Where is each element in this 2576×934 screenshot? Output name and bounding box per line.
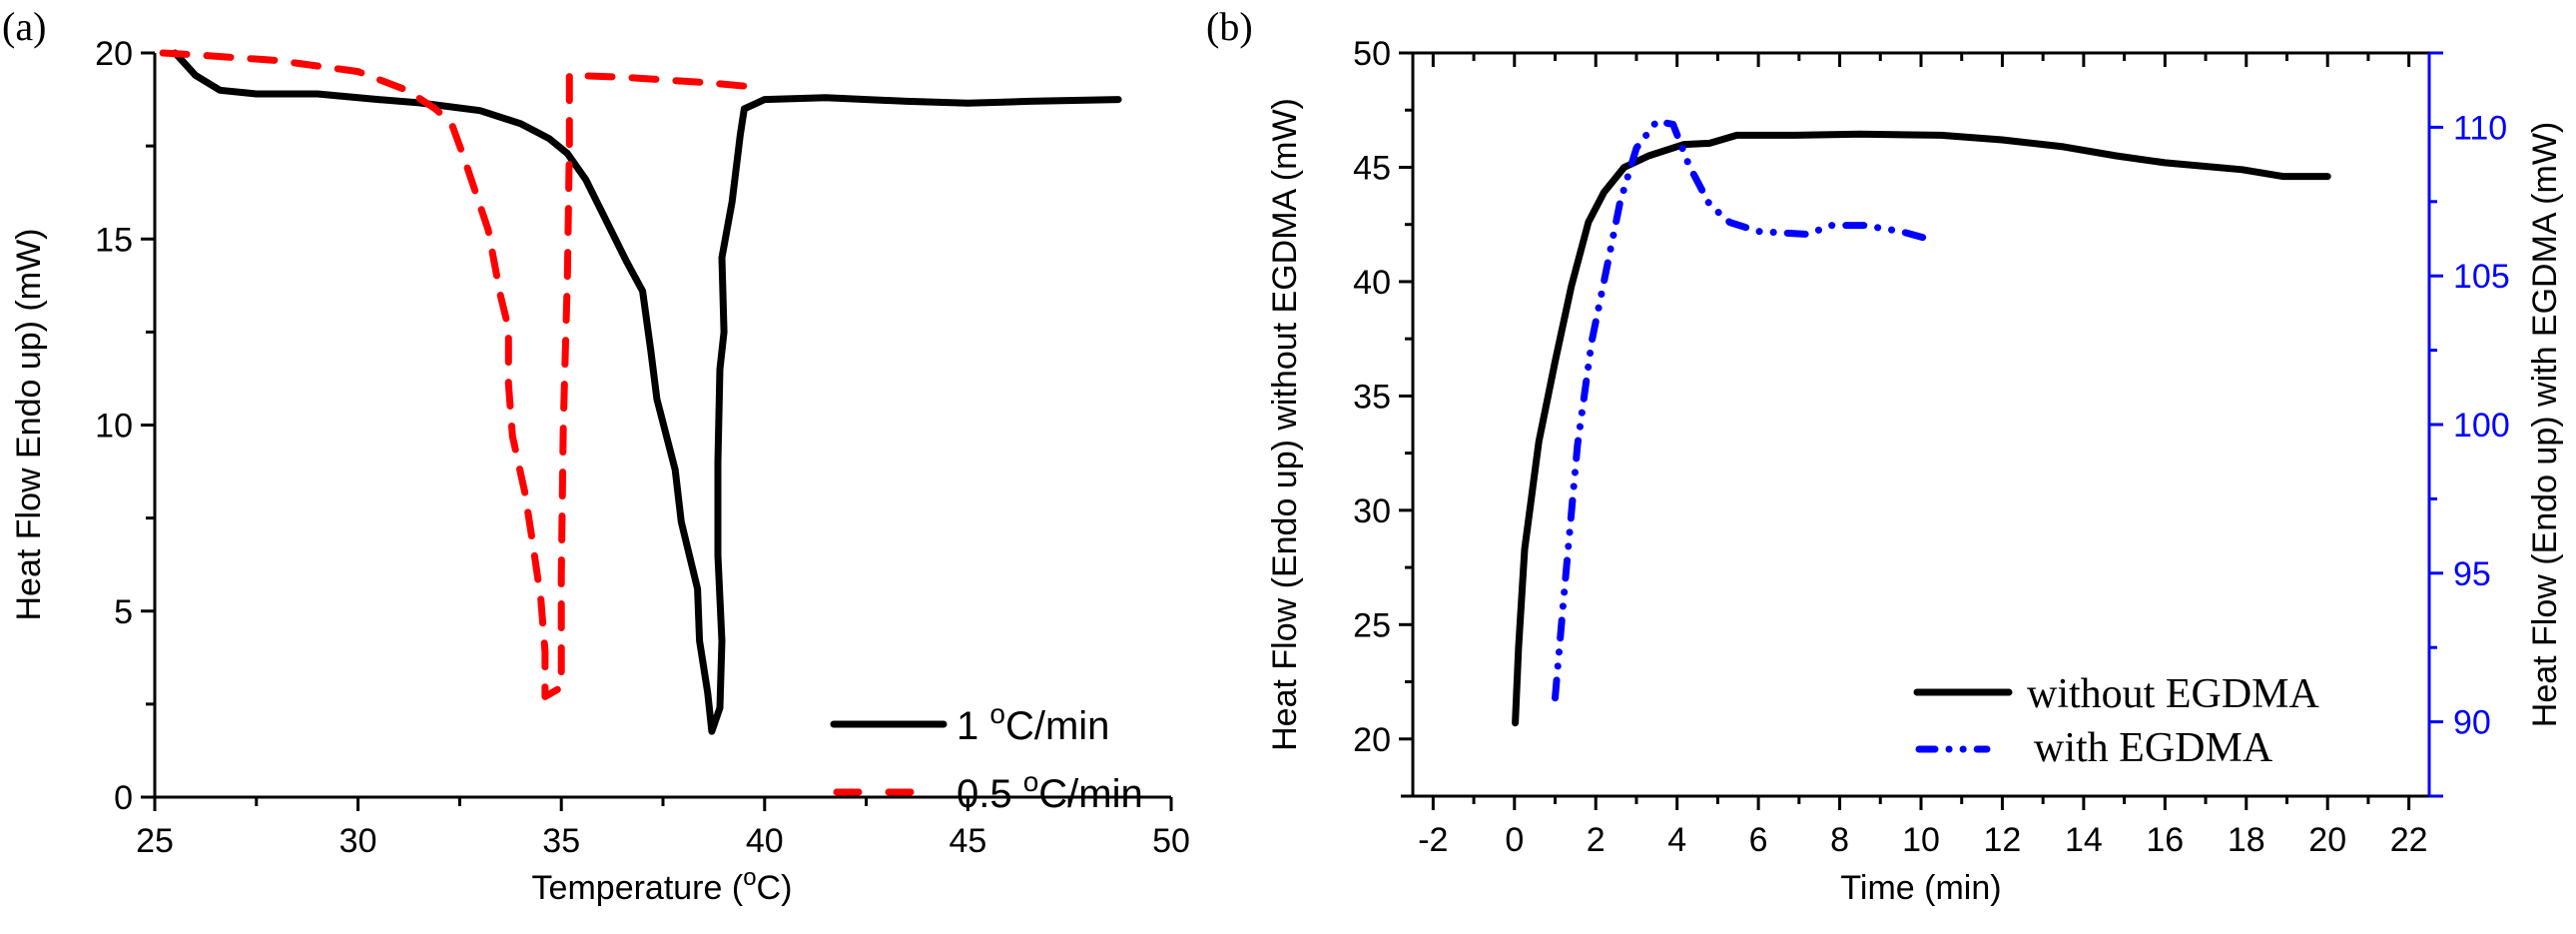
panel-b-left-y-tick-label: 35 [1353, 378, 1391, 416]
panel-a-x-tick-label: 35 [542, 822, 580, 860]
panel-b-series-without-egdma [1512, 130, 2331, 727]
panel-b-x-tick-label: 20 [2308, 821, 2346, 859]
panel-a-y-tick-label: 5 [114, 593, 133, 631]
panel-b-label: (b) [1206, 4, 1253, 49]
panel-b-left-y-axis-title: Heat Flow (Endo up) without EGDMA (mW) [1266, 98, 1304, 751]
panel-a-axes: 25 30 35 40 45 50 0 5 10 15 20 [95, 35, 1190, 860]
panel-a-legend: 1 oC/min 0.5 oC/min [830, 698, 1143, 816]
panel-b-x-tick-label: 18 [2228, 821, 2265, 859]
panel-a-series-0-5-c-min [159, 49, 752, 700]
panel-b-left-y-tick-label: 30 [1353, 492, 1391, 530]
panel-b-right-y-axis-title: Heat Flow (Endo up) with EGDMA (mW) [2526, 122, 2564, 727]
panel-b-x-tick-label: 12 [1984, 821, 2022, 859]
panel-a-y-axis-title: Heat Flow Endo up) (mW) [10, 229, 48, 621]
panel-b-x-tick-label: 14 [2065, 821, 2103, 859]
panel-b-right-y-tick-label: 110 [2453, 109, 2507, 147]
legend-label-without-egdma: without EGDMA [2027, 671, 2320, 717]
panel-b-x-tick-label: 8 [1830, 821, 1849, 859]
panel-b-left-y-tick-label: 40 [1353, 264, 1391, 302]
panel-b-x-axis-title: Time (min) [1840, 869, 2001, 907]
panel-b-left-y-tick-label: 20 [1353, 721, 1391, 759]
panel-a-x-tick-label: 40 [746, 822, 784, 860]
panel-b-right-y-tick-label: 105 [2453, 258, 2510, 296]
panel-a-y-tick-label: 0 [114, 779, 133, 817]
panel-b-series-with-egdma [1552, 117, 1937, 702]
legend-label-with-egdma: with EGDMA [2034, 725, 2273, 771]
panel-b-x-tick-label: 4 [1667, 821, 1686, 859]
panel-b-axes: -2 0 2 4 6 8 10 12 14 16 18 20 22 20 25 30 35 40 45 50 90 95 1… [1353, 35, 2510, 859]
panel-a-x-axis-title: Temperature (oC) [532, 864, 793, 907]
panel-b-left-y-tick-label: 50 [1353, 35, 1391, 73]
panel-b-left-y-tick-label: 45 [1353, 149, 1391, 187]
panel-b-x-tick-label: 10 [1902, 821, 1940, 859]
panel-a: (a) 25 30 35 40 45 50 0 5 10 15 20 Heat Flow Endo … [2, 4, 1190, 907]
panel-a-x-tick-label: 25 [136, 822, 174, 860]
panel-a-x-tick-label: 30 [339, 822, 377, 860]
panel-b-right-y-tick-label: 90 [2453, 704, 2491, 742]
panel-b-x-tick-label: 22 [2390, 821, 2428, 859]
panel-a-series-1-c-min [171, 49, 1122, 735]
panel-a-y-tick-label: 10 [95, 408, 133, 446]
panel-a-x-tick-label: 45 [949, 822, 986, 860]
panel-a-series [159, 49, 1122, 735]
panel-b-x-tick-label: -2 [1418, 821, 1448, 859]
panel-b-right-y-tick-label: 100 [2453, 407, 2510, 445]
panel-b-x-tick-label: 6 [1749, 821, 1768, 859]
panel-b-legend: without EGDMA with EGDMA [1913, 671, 2320, 771]
legend-label-0-5c-per-min: 0.5 oC/min [957, 766, 1143, 816]
panel-b-x-tick-label: 0 [1505, 821, 1524, 859]
panel-a-y-tick-label: 20 [95, 35, 133, 73]
panel-a-y-tick-label: 15 [95, 221, 133, 259]
panel-b-series [1512, 117, 2331, 727]
panel-b-left-y-tick-label: 25 [1353, 606, 1391, 644]
panel-b: (b) -2 0 2 4 6 8 10 12 14 16 18 20 22 20 25 30 35 40 45 50 9… [1206, 4, 2564, 907]
legend-label-1c-per-min: 1 oC/min [957, 698, 1109, 748]
panel-a-label: (a) [2, 4, 46, 49]
panel-b-x-tick-label: 2 [1587, 821, 1606, 859]
panel-b-right-y-tick-label: 95 [2453, 555, 2491, 593]
panel-b-x-tick-label: 16 [2146, 821, 2184, 859]
panel-a-x-tick-label: 50 [1152, 822, 1190, 860]
